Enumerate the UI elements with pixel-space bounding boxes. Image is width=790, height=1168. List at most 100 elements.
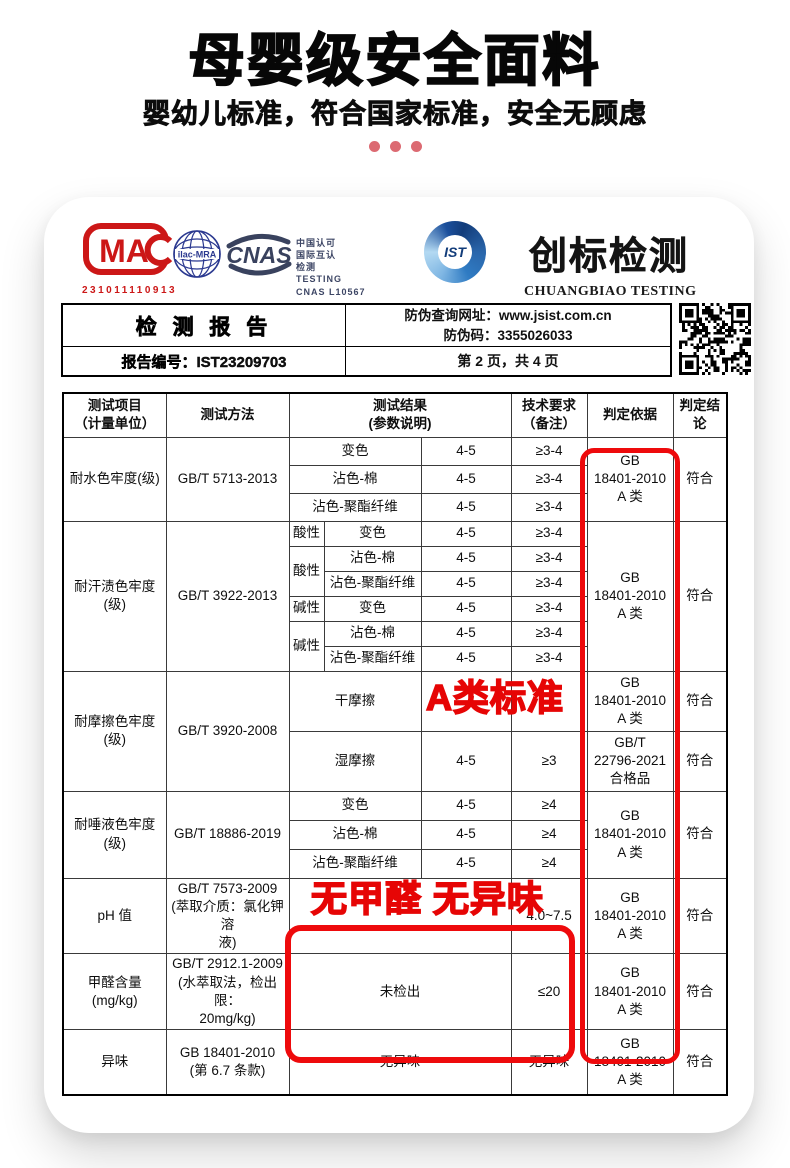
antifake-code: 防伪码：3355026033: [443, 327, 573, 343]
requirement-value: 4.0~7.5: [510, 877, 588, 955]
dot: [368, 141, 380, 152]
requirement-value: ≥3-4: [510, 436, 588, 466]
requirement-value: ≥3-4: [510, 492, 588, 522]
basis: GB 18401-2010 A 类: [586, 1029, 674, 1096]
requirement-value: ≥4: [510, 790, 588, 821]
dot: [389, 141, 401, 152]
param-name: 变色: [288, 436, 422, 466]
qualifier: 酸性: [288, 545, 325, 597]
cnas-mark-icon: CNAS: [226, 233, 292, 276]
param-name: 沾色-棉: [288, 819, 422, 850]
qualifier: 酸性: [288, 520, 325, 547]
requirement-value: ≥3-4: [510, 620, 588, 647]
param-name: 沾色-棉: [323, 620, 422, 647]
requirement-value: ≥3-4: [510, 520, 588, 547]
page-title: 母婴级安全面料: [187, 28, 602, 93]
svg-text:CNAS: CNAS: [226, 242, 292, 268]
param-name: 沾色-聚酯纤维: [323, 645, 422, 672]
requirement-value: ≥4: [510, 819, 588, 850]
ilac-mra-logo: ilac-MRA: [172, 229, 222, 284]
param-name: 沾色-聚酯纤维: [288, 492, 422, 522]
svg-text:MA: MA: [99, 233, 149, 269]
requirement-value: ≥3: [510, 730, 588, 792]
requirement-value: ≤20: [510, 953, 588, 1031]
basis: GB 18401-2010 A 类: [586, 520, 674, 672]
result-value: 未检出: [288, 953, 512, 1031]
cma-mark-icon: MA: [83, 223, 174, 275]
svg-text:ilac-MRA: ilac-MRA: [178, 250, 217, 260]
cnas-accreditation-text: 中国认可 国际互认 检测 TESTING CNAS L10567: [296, 238, 366, 297]
verdict: 符合: [672, 1029, 728, 1096]
result-value: [288, 877, 512, 955]
result-value: 4-5: [420, 819, 512, 850]
result-value: 4-5: [420, 730, 512, 792]
result-value: 4-5: [420, 570, 512, 597]
param-name: 变色: [323, 520, 422, 547]
page-subtitle: 婴幼儿标准，符合国家标准，安全无顾虑: [143, 99, 647, 130]
param-name: 湿摩擦: [288, 730, 422, 792]
test-method: GB/T 3922-2013: [165, 520, 290, 672]
qualifier: 碱性: [288, 595, 325, 622]
verdict: 符合: [672, 436, 728, 522]
cma-logo: MA 231011110913: [82, 221, 178, 296]
col-header-result: 测试结果 (参数说明): [288, 392, 512, 438]
basis: GB 18401-2010 A 类: [586, 953, 674, 1031]
brand-name-en: CHUANGBIAO TESTING: [524, 284, 697, 299]
ist-label: IST: [438, 235, 472, 269]
basis: GB 18401-2010 A 类: [586, 877, 674, 955]
param-name: 沾色-棉: [288, 464, 422, 494]
test-method: GB/T 7573-2009 (萃取介质：氯化钾溶 液): [165, 877, 290, 955]
result-value: 4-5: [420, 595, 512, 622]
result-value: 4-5: [420, 848, 512, 879]
result-value: 4-5: [420, 645, 512, 672]
param-name: 沾色-聚酯纤维: [288, 848, 422, 879]
result-value: 4-5: [420, 436, 512, 466]
brand-name: 创标检测: [528, 236, 689, 279]
requirement-value: ≥3-4: [510, 595, 588, 622]
result-value: 无异味: [288, 1029, 512, 1096]
param-name: 沾色-聚酯纤维: [323, 570, 422, 597]
param-name: 沾色-棉: [323, 545, 422, 572]
ist-logo: IST: [424, 221, 486, 283]
verdict: 符合: [672, 953, 728, 1031]
qualifier: 碱性: [288, 620, 325, 672]
result-value: 4-5: [420, 790, 512, 821]
report-header-band: 检 测 报 告 防伪查询网址：www.jsist.com.cn 防伪码：3355…: [61, 303, 672, 377]
basis: GB 18401-2010 A 类: [586, 790, 674, 879]
param-name: 变色: [288, 790, 422, 821]
col-header-requirement: 技术要求 （备注）: [510, 392, 588, 438]
result-value: 4-5: [420, 620, 512, 647]
basis: GB 18401-2010 A 类: [586, 670, 674, 732]
test-method: GB/T 18886-2019: [165, 790, 290, 879]
results-table: 测试项目 （计量单位） 测试方法 测试结果 (参数说明) 技术要求 （备注） 判定依据…: [62, 392, 729, 1096]
requirement-value: ≥3-4: [510, 645, 588, 672]
col-header-basis: 判定依据: [586, 392, 674, 438]
col-header-method: 测试方法: [165, 392, 290, 438]
param-name: 干摩擦: [288, 670, 422, 732]
test-item: 耐汗渍色牢度 (级): [62, 520, 167, 672]
report-band-title: 检 测 报 告: [63, 305, 346, 347]
result-value: 4-5: [420, 464, 512, 494]
test-item: 耐水色牢度(级): [62, 436, 167, 522]
col-header-item: 测试项目 （计量单位）: [62, 392, 167, 438]
test-item: 甲醛含量 (mg/kg): [62, 953, 167, 1031]
report-card: MA 231011110913 ilac-MRA CNAS 中国认可 国际互认检: [44, 197, 754, 1133]
basis: GB 18401-2010 A 类: [586, 436, 674, 522]
ilac-globe-icon: ilac-MRA: [173, 230, 221, 278]
result-value: 4-5: [420, 520, 512, 547]
requirement-value: [510, 670, 588, 732]
results-table-wrap: 测试项目 （计量单位） 测试方法 测试结果 (参数说明) 技术要求 （备注） 判定依据…: [62, 392, 734, 1096]
test-item: 异味: [62, 1029, 167, 1096]
cnas-logo: CNAS: [224, 227, 294, 286]
verdict: 符合: [672, 670, 728, 732]
dot: [410, 141, 422, 152]
test-method: GB 18401-2010 (第 6.7 条款): [165, 1029, 290, 1096]
test-item: 耐摩擦色牢度 (级): [62, 670, 167, 792]
verdict: 符合: [672, 790, 728, 879]
verdict: 符合: [672, 877, 728, 955]
cma-cert-number: 231011110913: [82, 285, 178, 296]
test-method: GB/T 3920-2008: [165, 670, 290, 792]
requirement-value: ≥3-4: [510, 464, 588, 494]
requirement-value: ≥3-4: [510, 570, 588, 597]
decorative-dots: [0, 141, 790, 152]
